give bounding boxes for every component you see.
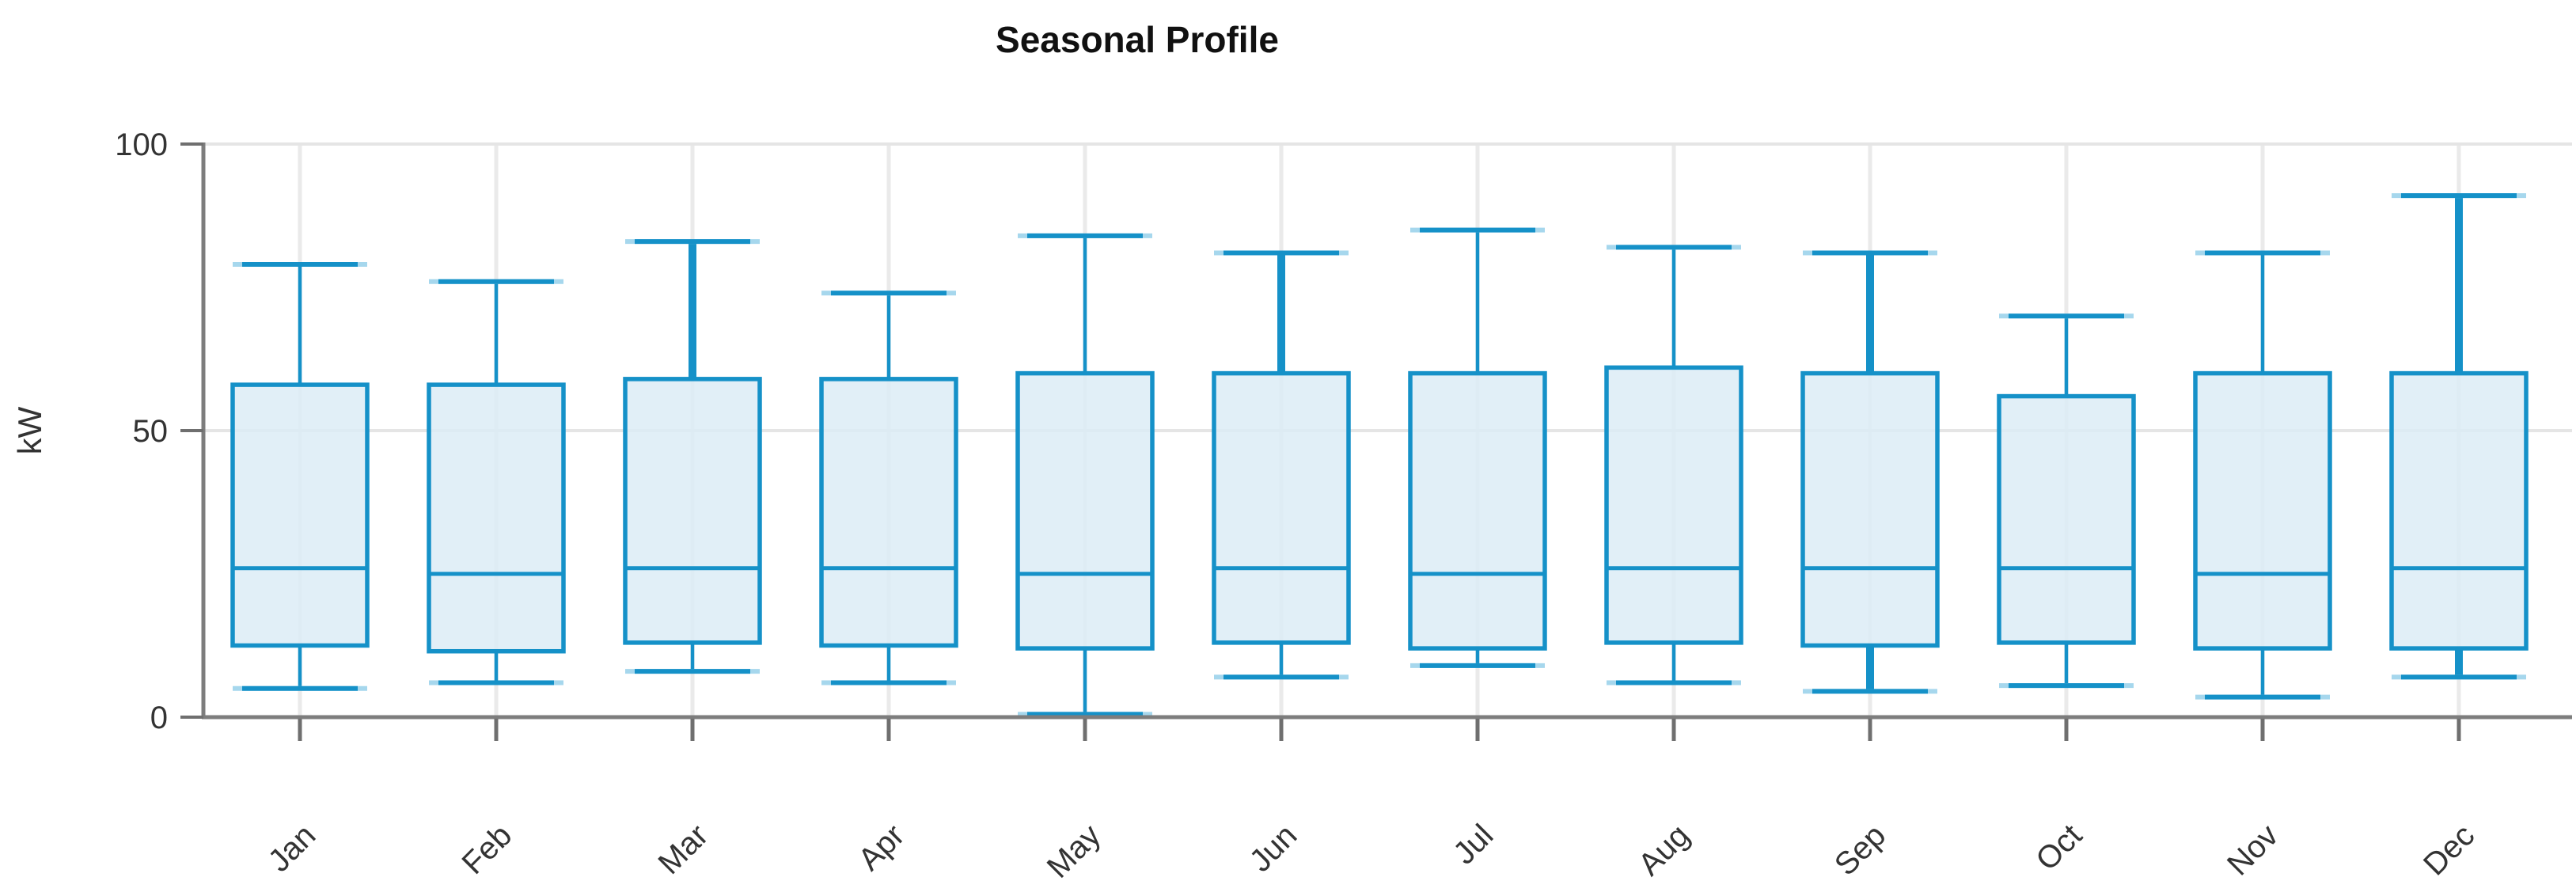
box-plot-jul	[1408, 227, 1547, 668]
iqr-box	[230, 382, 370, 648]
box-plot-nov	[2193, 250, 2332, 700]
x-tick-label-sep: Sep	[1828, 818, 1892, 881]
y-tick-label-0: 0	[150, 701, 168, 735]
x-tick-label-jan: Jan	[262, 818, 323, 879]
box-plot-apr	[819, 291, 958, 685]
x-tick-label-apr: Apr	[852, 818, 911, 877]
iqr-box	[2193, 370, 2332, 651]
chart-title: Seasonal Profile	[996, 19, 1279, 60]
x-tick-label-oct: Oct	[2029, 818, 2088, 877]
iqr-box	[427, 382, 566, 654]
x-tick-label-aug: Aug	[1632, 818, 1696, 881]
box-series	[230, 193, 2529, 717]
iqr-box	[1408, 370, 1547, 651]
x-tick-label-feb: Feb	[456, 818, 519, 881]
box-plot-sep	[1800, 250, 1940, 694]
iqr-box	[819, 377, 958, 648]
iqr-box	[1212, 370, 1351, 645]
x-tick-label-mar: Mar	[652, 818, 715, 881]
box-plot-jan	[230, 262, 370, 691]
iqr-box	[1015, 370, 1155, 651]
box-plot-mar	[623, 239, 762, 674]
box-plot-jun	[1212, 250, 1351, 680]
iqr-box	[1604, 365, 1743, 645]
box-plot-dec	[2389, 193, 2529, 680]
x-tick-label-may: May	[1041, 818, 1108, 881]
x-tick-label-dec: Dec	[2417, 818, 2481, 881]
iqr-box	[623, 377, 762, 645]
box-plot-aug	[1604, 245, 1743, 685]
iqr-box	[1997, 393, 2136, 645]
iqr-box	[2389, 370, 2529, 651]
x-tick-label-jun: Jun	[1243, 818, 1304, 879]
box-plot-feb	[427, 279, 566, 685]
y-tick-label-100: 100	[115, 127, 168, 162]
x-tick-label-jul: Jul	[1447, 818, 1500, 871]
y-tick-label-50: 50	[133, 414, 169, 449]
axes	[180, 142, 2572, 741]
x-tick-label-nov: Nov	[2221, 818, 2285, 881]
iqr-box	[1800, 370, 1940, 648]
box-plot-oct	[1997, 313, 2136, 689]
box-plot-may	[1015, 233, 1155, 717]
y-axis-label: kW	[11, 406, 48, 454]
